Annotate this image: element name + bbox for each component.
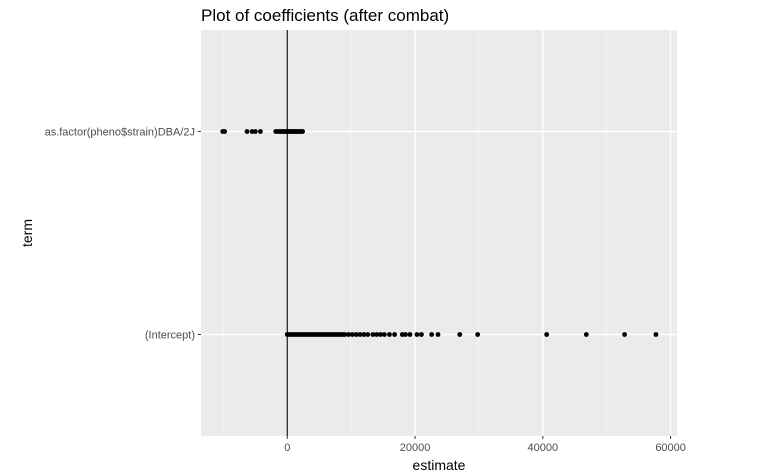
data-point (475, 332, 481, 337)
data-point (252, 129, 258, 134)
data-point (222, 129, 228, 134)
data-point (392, 332, 397, 337)
data-point (357, 332, 363, 337)
y-axis-ticks: (Intercept) as.factor(pheno$strain)DBA/2J (45, 127, 201, 342)
data-point (378, 332, 383, 337)
x-tick-label: 60000 (655, 442, 686, 454)
data-point (583, 332, 589, 337)
plot-panel (201, 30, 677, 436)
data-point (346, 332, 351, 337)
x-tick-label: 0 (284, 442, 290, 454)
data-point (653, 332, 659, 337)
x-tick-label: 20000 (400, 442, 431, 454)
data-point (414, 332, 420, 337)
data-point (622, 332, 628, 337)
data-point (419, 332, 424, 337)
data-point (244, 129, 250, 134)
y-tick-label: (Intercept) (145, 330, 195, 342)
data-point (374, 332, 380, 337)
x-axis-ticks: 0 20000 40000 60000 (284, 436, 686, 454)
data-point (350, 332, 355, 337)
data-point (300, 129, 305, 134)
y-tick-label: as.factor(pheno$strain)DBA/2J (45, 127, 195, 139)
x-tick-label: 40000 (528, 442, 559, 454)
data-point (381, 332, 387, 337)
chart-title: Plot of coefficients (after combat) (201, 6, 449, 25)
data-point (457, 332, 463, 337)
data-point (258, 129, 263, 134)
data-points (220, 129, 659, 337)
data-point (403, 332, 408, 337)
data-point (361, 332, 367, 337)
data-point (365, 332, 371, 337)
data-point (407, 332, 413, 337)
x-axis-title: estimate (413, 457, 466, 473)
data-point (429, 332, 435, 337)
data-point (370, 332, 376, 337)
data-point (435, 332, 441, 337)
data-point (387, 332, 392, 337)
data-point (342, 332, 348, 337)
minor-gridlines (222, 30, 608, 436)
data-point (353, 332, 359, 337)
y-axis-title: term (19, 219, 35, 247)
data-point (544, 332, 550, 337)
